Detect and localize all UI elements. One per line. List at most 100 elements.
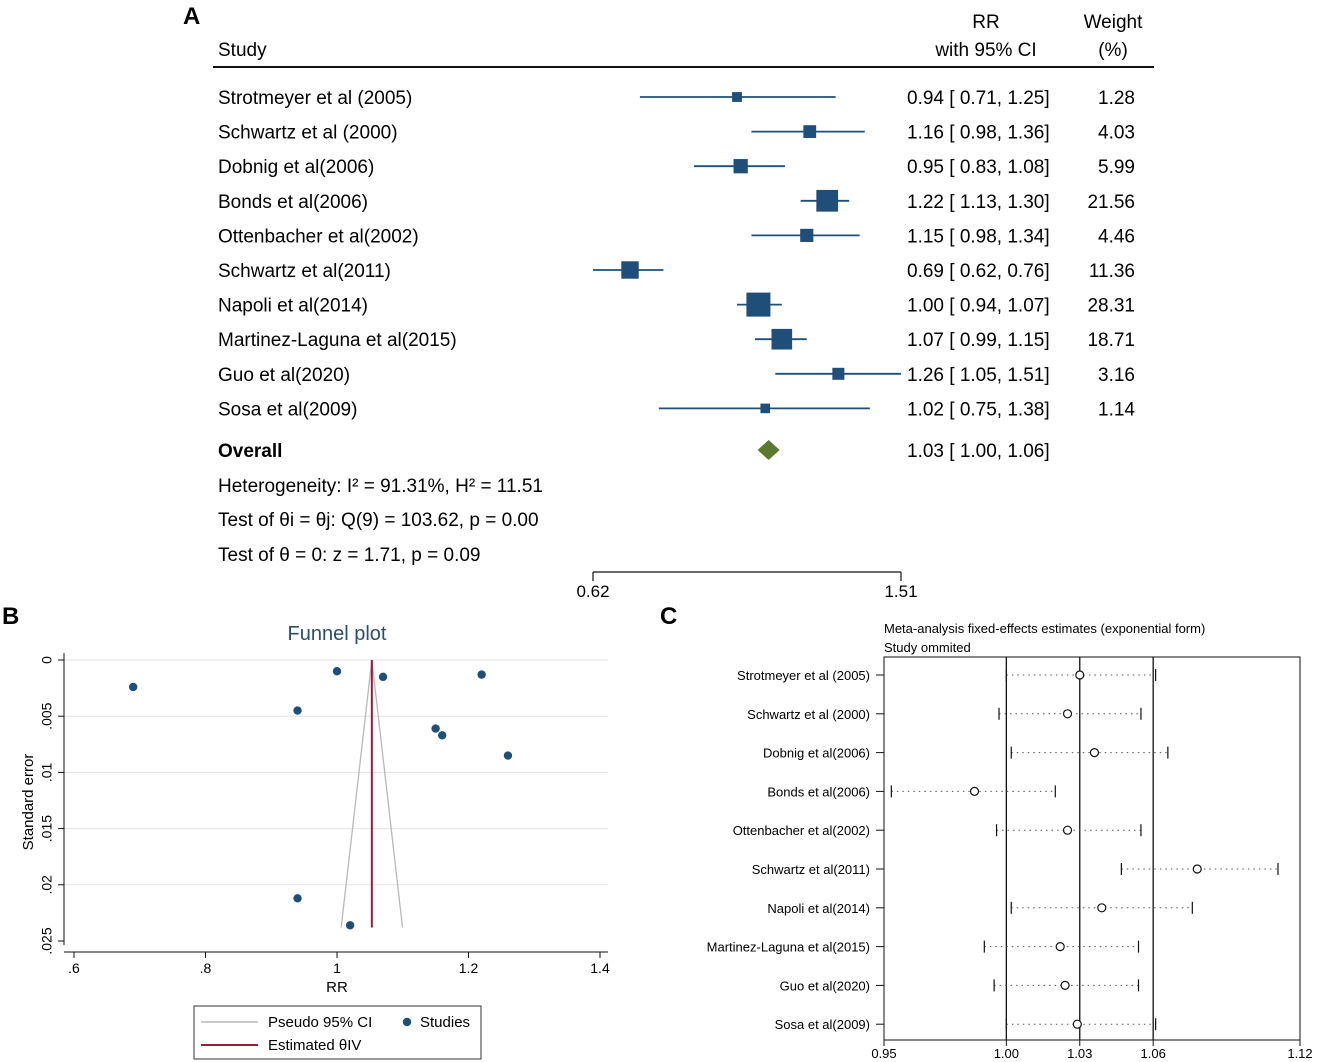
forest-x-tick-label: 1.51 <box>884 582 917 601</box>
study-weight-text: 28.31 <box>1087 296 1135 317</box>
funnel-legend: Pseudo 95% CI Studies Estimated θIV <box>193 1005 482 1060</box>
header-weight: Weight <box>1084 12 1144 33</box>
study-ci-text: 0.95 [ 0.83, 1.08] <box>907 157 1050 178</box>
omitted-study-name: Napoli et al(2014) <box>767 901 870 916</box>
funnel-x-label: RR <box>326 979 348 996</box>
sensitivity-x-tick-label: 1.03 <box>1067 1046 1092 1061</box>
study-ci-text: 1.16 [ 0.98, 1.36] <box>907 123 1050 144</box>
funnel-point <box>378 672 388 682</box>
overall-label: Overall <box>218 441 282 462</box>
funnel-point <box>477 670 486 679</box>
sensitivity-rows: Strotmeyer et al (2005) Schwartz et al (2… <box>707 668 1279 1032</box>
funnel-x-tick-label: 1 <box>333 960 341 976</box>
funnel-point <box>503 751 513 760</box>
study-weight-text: 3.16 <box>1098 365 1135 386</box>
funnel-point <box>128 682 138 692</box>
sensitivity-plot-frame <box>883 656 1301 1041</box>
sensitivity-subtitle: Study ommited <box>884 640 971 655</box>
sensitivity-x-tick-label: 0.95 <box>871 1046 896 1061</box>
estimate-marker <box>1089 747 1100 758</box>
test-theta-0-text: Test of θ = 0: z = 1.71, p = 0.09 <box>218 545 480 566</box>
funnel-point <box>438 731 447 740</box>
funnel-y-tick-label: .025 <box>39 927 55 954</box>
estimate-marker <box>1062 709 1073 719</box>
estimate-marker <box>1072 1019 1082 1029</box>
funnel-y-label: Standard error <box>20 754 37 851</box>
funnel-point <box>332 667 342 676</box>
forest-x-tick-label: 0.62 <box>576 582 609 601</box>
sensitivity-title: Meta-analysis fixed-effects estimates (e… <box>884 621 1205 636</box>
study-weight-text: 4.46 <box>1098 226 1135 247</box>
pseudo-ci-left <box>340 659 373 928</box>
study-marker <box>803 125 817 138</box>
omitted-study-name: Sosa et al(2009) <box>775 1017 870 1032</box>
study-ci-text: 1.15 [ 0.98, 1.34] <box>907 226 1050 247</box>
legend-studies-label: Studies <box>420 1014 470 1031</box>
forest-plot-panel: A Study RR with 95% CI Weight (%) Strotm… <box>183 3 1154 601</box>
study-weight-text: 1.28 <box>1098 88 1135 109</box>
sensitivity-ticks: 0.95 1.00 1.03 1.06 1.12 <box>871 1040 1313 1061</box>
study-ci-text: 1.02 [ 0.75, 1.38] <box>907 399 1050 420</box>
funnel-point <box>293 894 302 903</box>
omitted-study-name: Strotmeyer et al (2005) <box>737 668 870 683</box>
estimate-marker <box>1062 825 1073 835</box>
estimate-marker <box>1055 941 1065 952</box>
heterogeneity-text: Heterogeneity: I² = 91.31%, H² = 11.51 <box>218 476 543 497</box>
sensitivity-x-tick-label: 1.00 <box>994 1046 1019 1061</box>
omitted-study-name: Guo et al(2020) <box>780 978 870 993</box>
estimate-marker <box>1060 980 1070 991</box>
panel-label-a: A <box>183 3 200 30</box>
study-weight-text: 18.71 <box>1087 330 1135 351</box>
header-rr-ci: with 95% CI <box>934 40 1036 61</box>
omitted-study-name: Martinez-Laguna et al(2015) <box>707 940 870 955</box>
estimate-marker <box>1192 864 1202 874</box>
omitted-study-name: Bonds et al(2006) <box>767 784 870 799</box>
estimate-marker <box>969 786 980 797</box>
legend-studies-swatch <box>402 1017 412 1027</box>
legend-estimated-label: Estimated θIV <box>268 1037 361 1054</box>
sensitivity-reference-lines <box>1005 657 1154 1040</box>
funnel-y-tick-label: .01 <box>39 762 55 782</box>
omitted-study-name: Schwartz et al(2011) <box>752 862 870 877</box>
test-theta-i-text: Test of θi = θj: Q(9) = 103.62, p = 0.00 <box>218 510 539 531</box>
study-marker <box>733 159 748 174</box>
study-name: Schwartz et al(2011) <box>218 261 391 282</box>
funnel-x-tick-label: .8 <box>200 960 212 976</box>
funnel-x-tick-label: 1.4 <box>590 960 610 976</box>
panel-label-b: B <box>2 603 19 630</box>
funnel-x-tick-label: 1.2 <box>459 960 479 976</box>
legend-box <box>193 1005 482 1060</box>
study-name: Napoli et al(2014) <box>218 296 368 317</box>
study-marker <box>816 189 839 212</box>
sensitivity-x-tick-label: 1.12 <box>1287 1046 1312 1061</box>
funnel-y-tick-label: .02 <box>39 875 55 895</box>
funnel-lines <box>340 659 404 928</box>
funnel-title: Funnel plot <box>288 623 387 645</box>
funnel-points <box>128 667 513 930</box>
funnel-point <box>345 921 355 930</box>
header-study: Study <box>218 40 267 61</box>
funnel-gridlines <box>64 659 608 886</box>
study-weight-text: 4.03 <box>1098 123 1135 144</box>
study-marker <box>800 228 814 242</box>
study-name: Bonds et al(2006) <box>218 192 368 213</box>
study-weight-text: 21.56 <box>1087 192 1135 213</box>
funnel-point <box>431 724 440 733</box>
sensitivity-x-tick-label: 1.06 <box>1141 1046 1166 1061</box>
study-marker <box>760 403 771 414</box>
funnel-x-tick-label: .6 <box>68 960 80 976</box>
study-name: Guo et al(2020) <box>218 365 350 386</box>
funnel-point <box>293 706 302 715</box>
omitted-study-name: Ottenbacher et al(2002) <box>733 823 870 838</box>
pseudo-ci-right <box>371 659 404 928</box>
funnel-plot-panel: B Funnel plot 0 .005 .01 .015 .02 .025 .6 .8 1 1.… <box>2 603 610 1060</box>
header-weight-unit: (%) <box>1098 40 1128 61</box>
funnel-y-tick-label: .015 <box>39 815 55 842</box>
study-ci-text: 1.07 [ 0.99, 1.15] <box>907 330 1050 351</box>
study-marker <box>746 292 771 317</box>
study-marker <box>621 261 639 279</box>
omitted-study-name: Dobnig et al(2006) <box>763 746 870 761</box>
study-weight-text: 5.99 <box>1098 157 1135 178</box>
legend-pseudo-ci-label: Pseudo 95% CI <box>268 1014 372 1031</box>
